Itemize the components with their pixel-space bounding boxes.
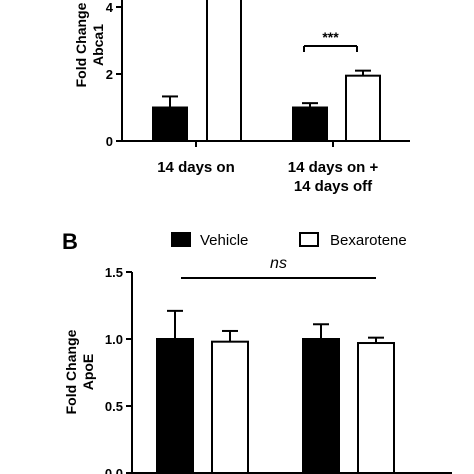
y-tick-label: 0.0 — [105, 466, 123, 474]
y-axis-label: Abca1 — [90, 24, 106, 66]
y-tick-label: 0 — [106, 134, 113, 149]
bar-vehicle-1 — [292, 106, 328, 142]
bar-vehicle-0 — [152, 106, 188, 142]
bar-bexarotene-0 — [211, 340, 249, 474]
y-tick-label: 1.5 — [105, 265, 123, 280]
bar-bexarotene-1 — [345, 74, 381, 142]
y-axis-label: ApoE — [80, 354, 96, 391]
y-tick-label: 4 — [106, 0, 114, 15]
y-tick-label: 1.0 — [105, 332, 123, 347]
panel-label: B — [62, 229, 78, 254]
bar-bexarotene-1 — [357, 342, 395, 474]
legend-label: Bexarotene — [330, 232, 407, 249]
significance-label: ns — [270, 255, 287, 272]
bar-bexarotene-0 — [206, 0, 242, 142]
legend-label: Vehicle — [200, 232, 248, 249]
bar-vehicle-0 — [156, 338, 194, 474]
category-label: 14 days on — [157, 159, 235, 176]
legend-swatch-vehicle — [171, 232, 191, 247]
y-axis-label: Fold Change — [63, 329, 79, 414]
significance-label: *** — [322, 29, 339, 45]
category-label: 14 days on + — [288, 159, 379, 176]
y-tick-label: 2 — [106, 67, 113, 82]
category-label: 14 days off — [294, 178, 373, 195]
y-tick-label: 0.5 — [105, 399, 123, 414]
y-axis-label: Fold Change — [73, 2, 89, 87]
legend-swatch-bexarotene — [299, 232, 319, 247]
bar-vehicle-1 — [302, 338, 340, 474]
